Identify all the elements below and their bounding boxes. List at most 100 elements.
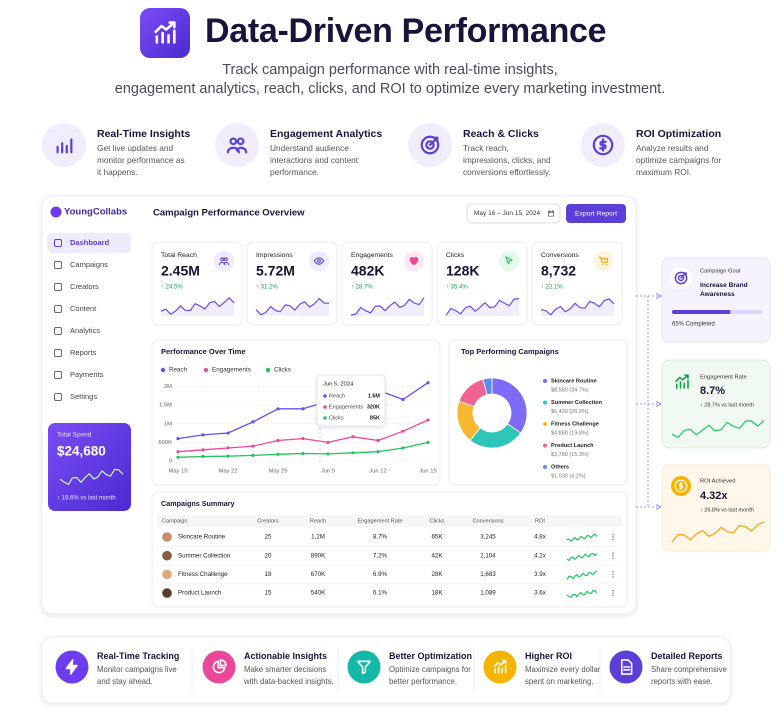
column-header: Engagement Rate: [357, 518, 402, 524]
nav-label: Dashboard: [70, 238, 110, 247]
kpi-value: 5.72M: [256, 263, 295, 279]
engagement-change: ↑ 28.7% vs last month: [700, 402, 754, 408]
nav-item[interactable]: Payments: [54, 370, 104, 379]
series-point: [426, 440, 430, 444]
page-subtitle: engagement analytics, reach, clicks, and…: [114, 81, 666, 97]
brand-logo: [50, 206, 62, 218]
series-point: [201, 433, 205, 437]
table-cell: 4.8x: [534, 534, 547, 541]
legend-label: Product Launch: [551, 443, 594, 449]
column-header: Conversions: [472, 518, 503, 524]
legend-swatch: [543, 400, 547, 405]
icon-glyph: [409, 257, 419, 266]
nav-label: Analytics: [70, 326, 100, 335]
benefit-title: Real-Time Tracking: [97, 651, 180, 661]
value-label: $3,780 (15.3%): [551, 452, 589, 458]
legend-swatch: [203, 367, 209, 373]
menu-dot: [612, 592, 614, 594]
nav-item[interactable]: Reports: [54, 348, 97, 357]
nav-label: Reports: [70, 348, 97, 357]
column-header: ROI: [535, 518, 545, 524]
table-cell: 6.9%: [373, 571, 388, 578]
nav-item[interactable]: Settings: [54, 392, 98, 401]
kpi-change: ↑ 28.7%: [351, 285, 373, 291]
legend-label: Clicks: [274, 367, 291, 374]
nav-label: Payments: [70, 370, 104, 379]
icon-glyph: [620, 659, 633, 675]
series-point: [301, 407, 305, 411]
x-tick-label: May 29: [268, 469, 287, 475]
icon: [226, 137, 248, 154]
feature-icon-bg: [215, 123, 259, 167]
tooltip-swatch: [323, 405, 327, 409]
kpi-label: Total Reach: [161, 252, 197, 259]
column-header: Creators: [257, 518, 279, 524]
row-menu[interactable]: [612, 552, 614, 559]
series-point: [426, 418, 430, 422]
kpi-change: ↑ 31.2%: [256, 285, 278, 291]
icon-glyph: [674, 479, 688, 493]
value-label: $1,030 (4.2%): [551, 473, 586, 479]
icon-glyph: [493, 659, 507, 674]
row-menu[interactable]: [612, 571, 614, 578]
nav-item[interactable]: Campaigns: [54, 260, 109, 269]
benefit-text: Monitor campaigns live and stay ahead.: [97, 665, 177, 686]
column-header: Campaign: [162, 518, 188, 524]
row-menu[interactable]: [612, 533, 614, 541]
table-cell: 15: [265, 590, 272, 597]
series-point: [201, 448, 205, 452]
table-cell: 28K: [431, 571, 443, 578]
series-point: [276, 438, 280, 443]
series-point: [301, 451, 305, 456]
menu-dot: [612, 571, 614, 573]
table-card: [151, 491, 628, 608]
nav-item[interactable]: Analytics: [54, 326, 101, 335]
series-point: [201, 454, 205, 459]
y-tick-label: 1.5M: [159, 403, 172, 409]
logo-badge: [140, 8, 190, 58]
export-button[interactable]: Export Report: [566, 204, 626, 223]
series-point: [426, 381, 430, 385]
table-cell: 890K: [311, 552, 326, 559]
nav-item[interactable]: Content: [54, 304, 98, 313]
avatar: [162, 569, 172, 580]
icon: [620, 659, 633, 675]
row-menu[interactable]: [612, 589, 614, 597]
sparkline: [671, 521, 765, 543]
menu-dot: [612, 536, 614, 538]
icon: [420, 135, 440, 155]
connector-arrow: [655, 293, 662, 299]
kpi-change: ↑ 35.4%: [446, 285, 468, 291]
table-cell: 18K: [431, 590, 443, 597]
series-point: [251, 420, 255, 424]
roi-change: ↑ 26.8% vs last month: [700, 507, 754, 513]
kpi-change: ↑ 22.1%: [541, 285, 563, 291]
series-point: [176, 437, 180, 441]
series-point: [326, 452, 330, 456]
nav-item[interactable]: Dashboard: [47, 233, 131, 253]
feature-title: ROI Optimization: [636, 128, 722, 140]
y-tick-label: 2M: [164, 384, 172, 390]
kpi-label: Engagements: [351, 252, 394, 259]
legend-swatch: [265, 367, 271, 373]
nav-item[interactable]: Creators: [54, 282, 100, 291]
sparkline-area: [256, 298, 329, 316]
series-point: [276, 407, 280, 411]
kpi-label: Clicks: [446, 252, 465, 259]
total-spend-value: $24,680: [57, 444, 106, 459]
roi-label: ROI Achieved: [700, 479, 735, 485]
series-point: [176, 450, 180, 454]
icon: [65, 659, 78, 675]
date-picker: [466, 203, 561, 224]
icon: [154, 21, 176, 44]
table-cell: 7.2%: [373, 552, 388, 559]
progress-label: 65% Completed: [672, 322, 715, 328]
avatar: [162, 550, 172, 561]
x-tick-label: May 22: [218, 469, 237, 475]
feature-text: Get live updates and monitor performance…: [97, 143, 185, 177]
series-point: [226, 454, 230, 458]
menu-dot: [612, 589, 614, 592]
page-subtitle: Track campaign performance with real-tim…: [222, 62, 558, 78]
tooltip-value: 1.6M: [368, 393, 381, 399]
